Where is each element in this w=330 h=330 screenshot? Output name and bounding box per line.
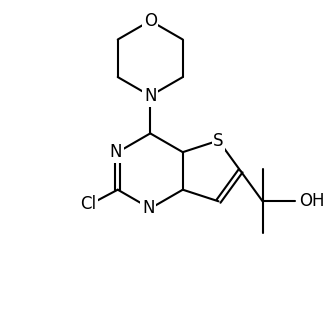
Text: OH: OH: [299, 192, 325, 210]
Text: N: N: [142, 199, 154, 217]
Text: N: N: [110, 143, 122, 161]
Text: O: O: [144, 12, 157, 30]
Text: N: N: [144, 87, 156, 105]
Text: S: S: [213, 132, 224, 149]
Text: Cl: Cl: [80, 195, 96, 213]
